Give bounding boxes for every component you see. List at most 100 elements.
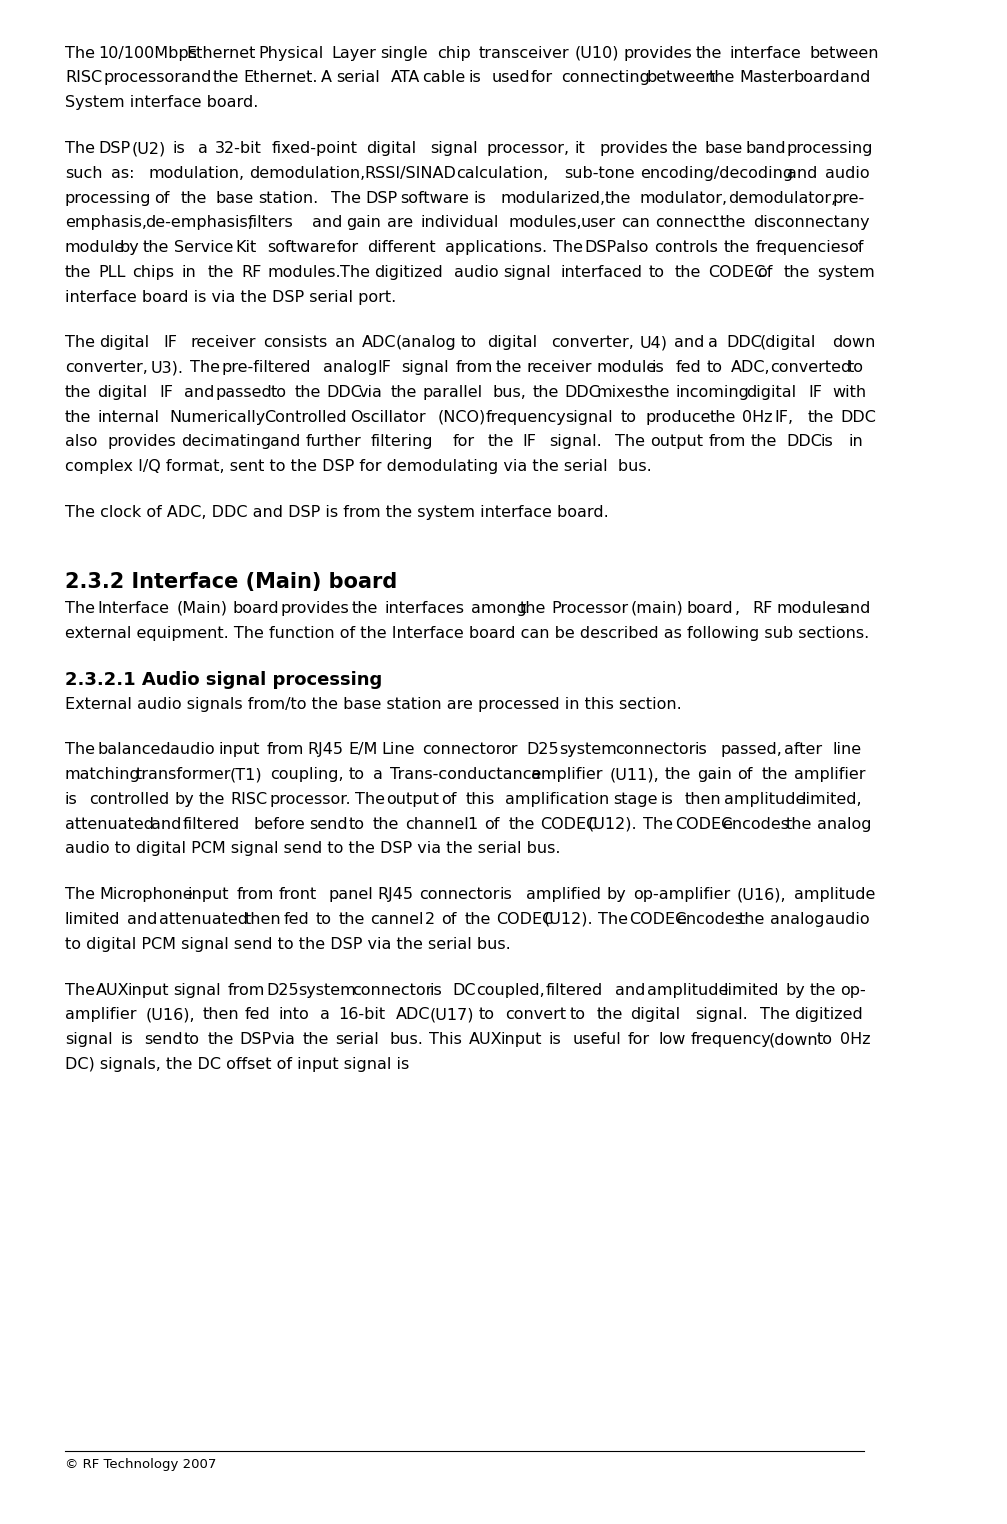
Text: decimating: decimating (181, 434, 271, 450)
Text: digitized: digitized (374, 265, 443, 280)
Text: filtered: filtered (183, 817, 241, 832)
Text: (Main): (Main) (176, 600, 228, 616)
Text: processing: processing (65, 190, 151, 206)
Text: 0Hz: 0Hz (742, 410, 772, 425)
Text: frequencies: frequencies (755, 241, 849, 255)
Text: signal.: signal. (695, 1007, 748, 1023)
Text: the: the (696, 46, 722, 61)
Text: and: and (841, 600, 871, 616)
Text: provides: provides (623, 46, 692, 61)
Text: External audio signals from/to the base station are processed in this section.: External audio signals from/to the base … (65, 696, 682, 712)
Text: internal: internal (98, 410, 160, 425)
Text: consists: consists (263, 335, 327, 351)
Text: the: the (810, 983, 836, 998)
Text: IF: IF (809, 386, 823, 399)
Text: fed: fed (245, 1007, 270, 1023)
Text: different: different (368, 241, 436, 255)
Text: RSSI/SINAD: RSSI/SINAD (365, 166, 456, 181)
Text: provides: provides (599, 142, 669, 155)
Text: the: the (465, 911, 491, 927)
Text: limited: limited (65, 911, 121, 927)
Text: software: software (401, 190, 469, 206)
Text: interface board is via the DSP serial port.: interface board is via the DSP serial po… (65, 290, 396, 305)
Text: interfaces: interfaces (385, 600, 464, 616)
Text: by: by (174, 792, 194, 806)
Text: DC) signals, the DC offset of input signal is: DC) signals, the DC offset of input sign… (65, 1056, 409, 1071)
Text: before: before (254, 817, 305, 832)
Text: from: from (237, 887, 274, 902)
Text: the: the (672, 142, 698, 155)
Text: The: The (65, 142, 95, 155)
Text: gain: gain (697, 767, 732, 782)
Text: amplification: amplification (505, 792, 609, 806)
Text: The: The (65, 46, 95, 61)
Text: amplified: amplified (527, 887, 601, 902)
Text: DDC: DDC (841, 410, 876, 425)
Text: the: the (783, 265, 810, 280)
Text: demodulator,: demodulator, (728, 190, 837, 206)
Text: passed: passed (215, 386, 272, 399)
Text: RF: RF (242, 265, 262, 280)
Text: to: to (479, 1007, 494, 1023)
Text: U3).: U3). (151, 360, 183, 375)
Text: front: front (279, 887, 317, 902)
Text: signal: signal (565, 410, 612, 425)
Text: CODEC: CODEC (675, 817, 732, 832)
Text: are: are (387, 215, 413, 230)
Text: (down: (down (769, 1032, 819, 1047)
Text: CODEC: CODEC (629, 911, 687, 927)
Text: the: the (351, 600, 379, 616)
Text: DDC: DDC (564, 386, 600, 399)
Text: is: is (661, 792, 674, 806)
Text: the: the (65, 410, 92, 425)
Text: useful: useful (572, 1032, 621, 1047)
Text: with: with (833, 386, 867, 399)
Text: to: to (707, 360, 723, 375)
Text: provides: provides (108, 434, 176, 450)
Text: of: of (757, 265, 772, 280)
Text: channel: channel (405, 817, 468, 832)
Text: DSP: DSP (240, 1032, 272, 1047)
Text: IF: IF (378, 360, 392, 375)
Text: audio: audio (825, 166, 869, 181)
Text: stage: stage (613, 792, 658, 806)
Text: complex I/Q format, sent to the DSP for demodulating via the serial  bus.: complex I/Q format, sent to the DSP for … (65, 459, 652, 474)
Text: is: is (499, 887, 513, 902)
Text: sub-tone: sub-tone (564, 166, 634, 181)
Text: connector: connector (420, 887, 499, 902)
Text: to: to (649, 265, 665, 280)
Text: (U17): (U17) (429, 1007, 474, 1023)
Text: 2.3.2 Interface (Main) board: 2.3.2 Interface (Main) board (65, 572, 397, 591)
Text: (U12).: (U12). (543, 911, 593, 927)
Text: and: and (674, 335, 704, 351)
Text: calculation,: calculation, (456, 166, 549, 181)
Text: to: to (570, 1007, 586, 1023)
Text: D25: D25 (267, 983, 299, 998)
Text: software: software (267, 241, 335, 255)
Text: signal: signal (65, 1032, 113, 1047)
Text: provides: provides (281, 600, 349, 616)
Text: DDC: DDC (785, 434, 822, 450)
Text: Service: Service (173, 241, 233, 255)
Text: from: from (456, 360, 493, 375)
Text: single: single (381, 46, 428, 61)
Text: 10/100Mbps: 10/100Mbps (99, 46, 197, 61)
Text: IF,: IF, (774, 410, 794, 425)
Text: receiver: receiver (527, 360, 592, 375)
Text: the: the (724, 241, 750, 255)
Text: also: also (65, 434, 98, 450)
Text: board: board (794, 70, 841, 85)
Text: a: a (197, 142, 207, 155)
Text: line: line (833, 742, 862, 757)
Text: (U16),: (U16), (145, 1007, 195, 1023)
Text: input: input (187, 887, 229, 902)
Text: DSP: DSP (584, 241, 616, 255)
Text: 16-bit: 16-bit (338, 1007, 386, 1023)
Text: digital: digital (630, 1007, 681, 1023)
Text: disconnect: disconnect (753, 215, 840, 230)
Text: to: to (460, 335, 476, 351)
Text: external equipment. The function of the Interface board can be described as foll: external equipment. The function of the … (65, 626, 869, 640)
Text: low: low (659, 1032, 687, 1047)
Text: via: via (358, 386, 383, 399)
Text: Controlled: Controlled (264, 410, 346, 425)
